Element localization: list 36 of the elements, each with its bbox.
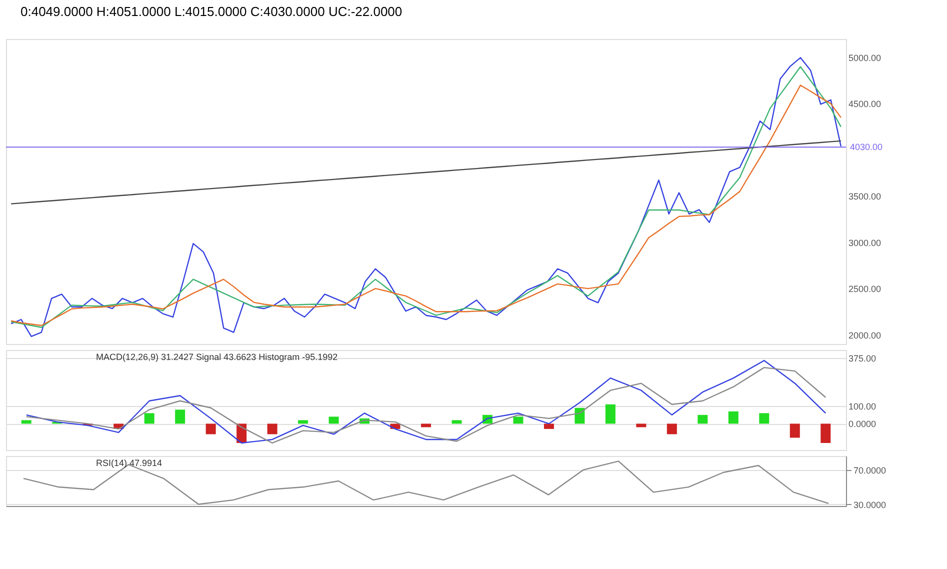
y-tick-label: 5000.00 [848, 52, 882, 63]
bar [21, 420, 32, 424]
bar [328, 416, 339, 424]
bar [605, 404, 616, 424]
bar [267, 424, 278, 434]
bar [544, 424, 554, 429]
bar [698, 414, 708, 424]
bar [790, 424, 800, 438]
bar [636, 424, 646, 428]
bar [298, 420, 308, 424]
bar [452, 420, 462, 424]
y-tick-label: 375.00 [848, 353, 876, 364]
y-tick-label: 3000.00 [848, 238, 882, 248]
bar [421, 424, 431, 428]
bar [144, 413, 154, 424]
bar [206, 424, 216, 434]
y-tick-label: 3500.00 [848, 192, 882, 202]
y-tick-label: 100.00 [848, 402, 876, 412]
annotation: RSI(14) 47.9914 [96, 458, 162, 468]
y-tick-label: 2000.00 [848, 330, 882, 340]
bar [175, 410, 186, 424]
bar [574, 408, 585, 424]
bar [728, 411, 738, 424]
chart-title: 0:4049.0000 H:4051.0000 L:4015.0000 C:4030.0000 UC:-22.0000 [20, 4, 402, 19]
y-tick-label: 0.0000 [848, 419, 876, 430]
ref-line-label: 4030.00 [850, 142, 883, 152]
annotation: MACD(12,26,9) 31.2427 Signal 43.6623 Histogram -95.1992 [96, 352, 338, 362]
line-series [10, 140, 842, 204]
y-tick-label: 4500.00 [848, 99, 882, 110]
y-tick-label: 30.0000 [854, 500, 886, 510]
bar [513, 416, 524, 424]
bar [759, 413, 770, 424]
y-tick-label: 70.0000 [854, 465, 886, 476]
bar [666, 424, 677, 434]
y-tick-label: 2500.00 [848, 284, 882, 294]
bar [820, 424, 831, 443]
